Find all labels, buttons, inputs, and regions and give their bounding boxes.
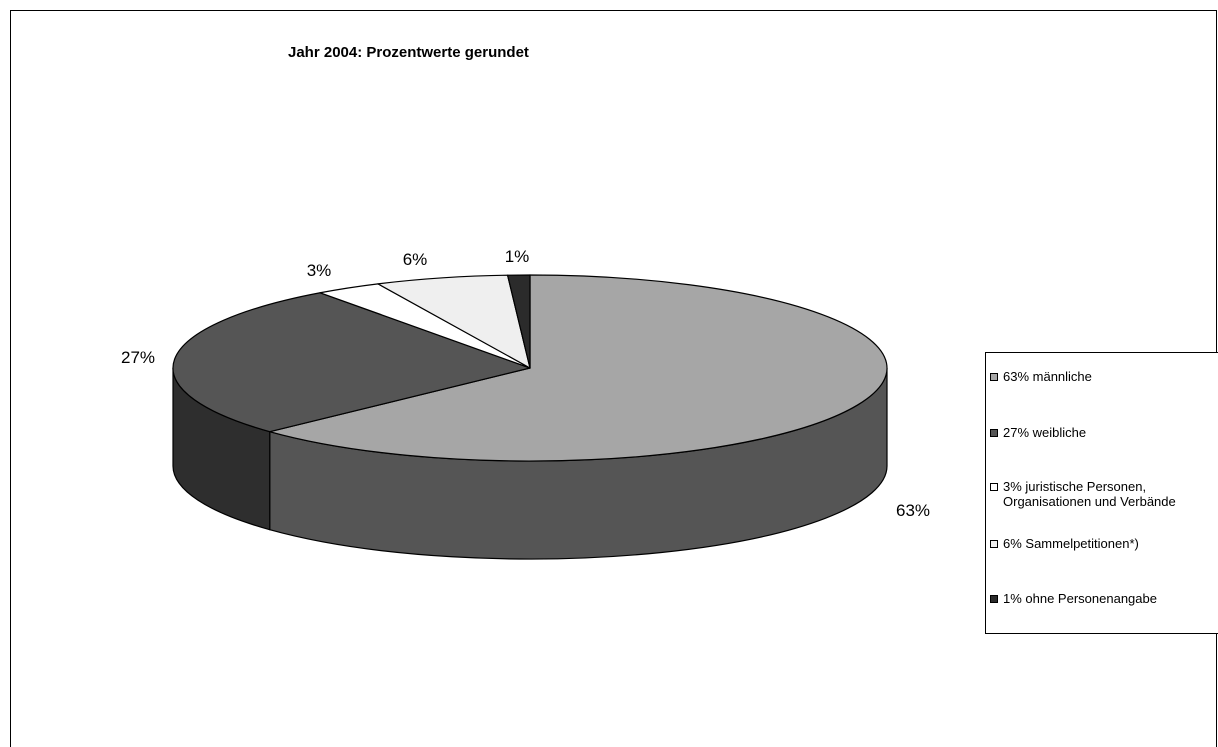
legend-label-1: 27% weibliche bbox=[1003, 425, 1087, 440]
legend: 63% männliche 27% weibliche 3% juristische… bbox=[985, 352, 1218, 634]
legend-item-2: 3% juristische Personen, Organisationen … bbox=[990, 479, 1176, 509]
pie-slice-3 bbox=[377, 274, 531, 369]
legend-label-0: 63% männliche bbox=[1003, 369, 1092, 384]
legend-item-3: 6% Sammelpetitionen*) bbox=[990, 536, 1139, 551]
legend-label-4: 1% ohne Personenangabe bbox=[1003, 591, 1157, 606]
legend-label-2: 3% juristische Personen, Organisationen … bbox=[1003, 479, 1176, 509]
pie-slice-1 bbox=[172, 292, 531, 433]
legend-swatch-0 bbox=[990, 373, 998, 381]
legend-swatch-3 bbox=[990, 540, 998, 548]
data-label-4: 1% bbox=[505, 247, 530, 266]
legend-swatch-1 bbox=[990, 429, 998, 437]
chart-title: Jahr 2004: Prozentwerte gerundet bbox=[288, 44, 529, 61]
pie-slice-0 bbox=[269, 274, 888, 462]
data-label-2: 3% bbox=[307, 261, 332, 280]
legend-label-3: 6% Sammelpetitionen*) bbox=[1003, 536, 1139, 551]
legend-swatch-4 bbox=[990, 595, 998, 603]
legend-swatch-2 bbox=[990, 483, 998, 491]
legend-item-4: 1% ohne Personenangabe bbox=[990, 591, 1157, 606]
legend-item-1: 27% weibliche bbox=[990, 425, 1086, 440]
pie-slice-4 bbox=[506, 274, 531, 369]
data-label-0: 63% bbox=[896, 501, 930, 520]
legend-item-0: 63% männliche bbox=[990, 369, 1092, 384]
data-label-3: 6% bbox=[403, 250, 428, 269]
data-label-1: 27% bbox=[121, 348, 155, 367]
